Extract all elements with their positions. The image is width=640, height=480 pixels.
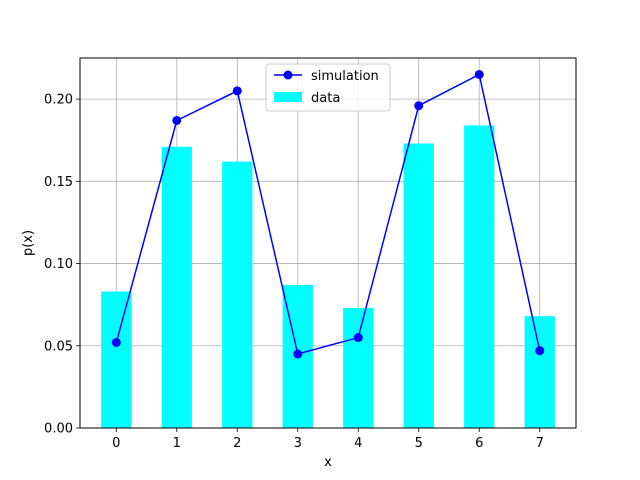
x-axis-ticks: 0 1 2 3 4 5 6 7 bbox=[112, 428, 544, 451]
x-axis-label: x bbox=[324, 455, 332, 470]
simulation-point-0 bbox=[111, 337, 121, 347]
simulation-point-7 bbox=[535, 346, 545, 356]
simulation-point-2 bbox=[232, 86, 242, 96]
x-tick-label: 1 bbox=[173, 436, 181, 451]
simulation-point-3 bbox=[293, 349, 303, 359]
x-tick-label: 3 bbox=[294, 436, 302, 451]
x-tick-label: 7 bbox=[536, 436, 544, 451]
data-bars bbox=[101, 125, 555, 429]
legend-simulation-label: simulation bbox=[311, 69, 379, 84]
y-axis-ticks: 0.00 0.05 0.10 0.15 0.20 bbox=[44, 93, 80, 437]
axes-frame bbox=[79, 57, 577, 429]
y-tick-label: 0.10 bbox=[44, 257, 73, 272]
legend-data-swatch bbox=[274, 92, 302, 102]
data-bar-5 bbox=[403, 143, 434, 428]
x-tick-label: 0 bbox=[112, 436, 120, 451]
legend-simulation-marker bbox=[283, 70, 293, 80]
data-bar-4 bbox=[343, 307, 374, 428]
axes-border bbox=[79, 57, 577, 429]
x-tick-label: 6 bbox=[475, 436, 483, 451]
simulation-line bbox=[111, 69, 545, 359]
x-tick-label: 4 bbox=[354, 436, 362, 451]
simulation-point-6 bbox=[474, 69, 484, 79]
legend-data-label: data bbox=[311, 91, 340, 106]
y-tick-label: 0.15 bbox=[44, 175, 73, 190]
plot-area bbox=[80, 58, 576, 428]
y-tick-label: 0.00 bbox=[44, 422, 73, 437]
simulation-point-4 bbox=[353, 333, 363, 343]
y-tick-label: 0.20 bbox=[44, 93, 73, 108]
simulation-point-5 bbox=[414, 101, 424, 111]
x-tick-label: 2 bbox=[233, 436, 241, 451]
data-bar-6 bbox=[464, 125, 495, 428]
simulation-polyline bbox=[115, 73, 541, 355]
data-bar-2 bbox=[222, 161, 253, 428]
legend: simulation data bbox=[265, 63, 391, 112]
data-bar-1 bbox=[161, 146, 192, 429]
simulation-point-1 bbox=[172, 115, 182, 125]
data-bar-0 bbox=[101, 291, 132, 428]
x-tick-label: 5 bbox=[415, 436, 423, 451]
y-axis-label: p(x) bbox=[21, 230, 36, 256]
data-bar-7 bbox=[524, 316, 555, 428]
y-tick-label: 0.05 bbox=[44, 339, 73, 354]
